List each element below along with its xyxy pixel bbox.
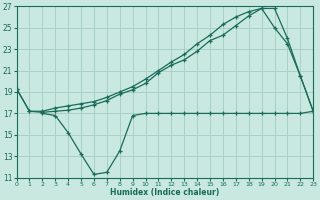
- X-axis label: Humidex (Indice chaleur): Humidex (Indice chaleur): [110, 188, 220, 197]
